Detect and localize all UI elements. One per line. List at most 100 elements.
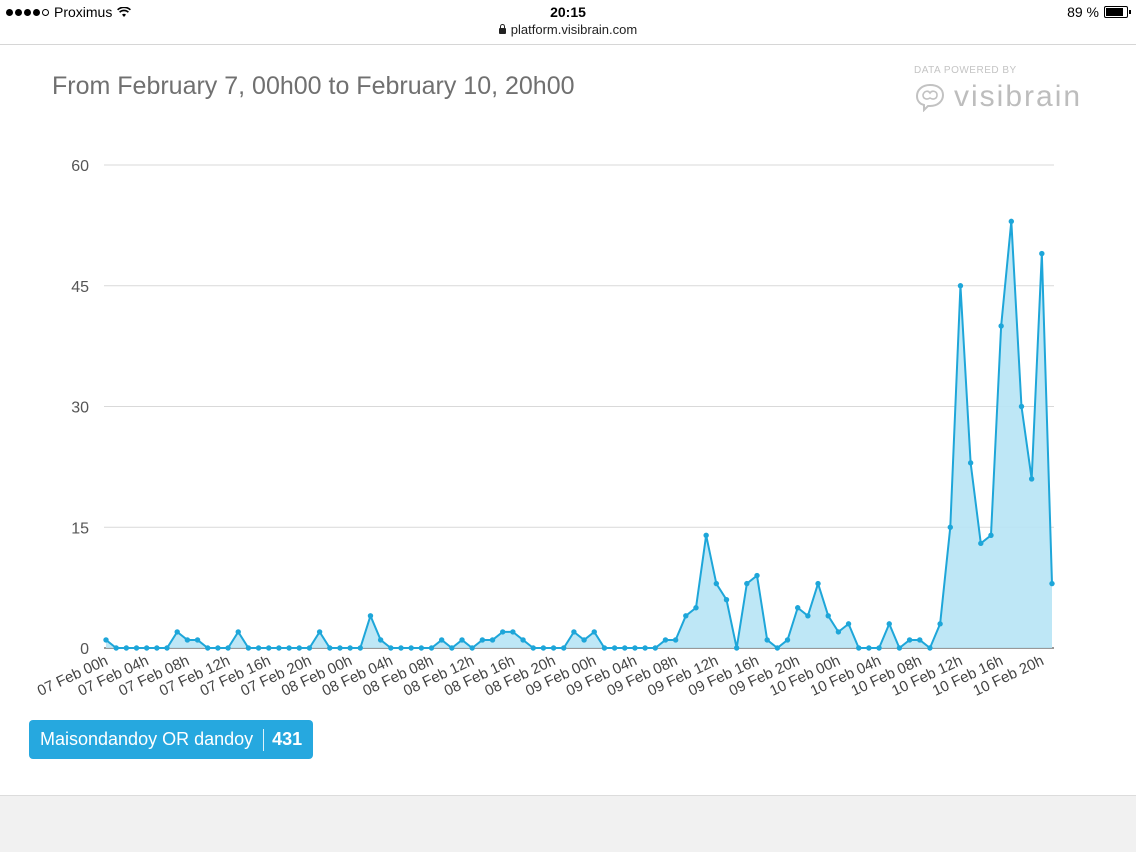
brand-logo: DATA POWERED BY visibrain	[914, 65, 1082, 114]
data-point	[428, 645, 435, 651]
data-point	[530, 645, 536, 651]
carrier-name: Proximus	[54, 4, 113, 20]
data-point	[652, 645, 658, 651]
chart-title: From February 7, 00h00 to February 10, 2…	[52, 72, 575, 100]
series-line	[105, 220, 1053, 649]
data-point	[642, 645, 648, 651]
data-point	[408, 645, 414, 651]
data-point	[927, 645, 933, 651]
data-point	[581, 637, 587, 643]
data-point	[988, 532, 994, 538]
data-point	[662, 637, 669, 643]
data-point	[489, 637, 496, 643]
series-area-fill	[106, 221, 1052, 648]
data-point	[784, 637, 791, 643]
data-point	[876, 645, 882, 651]
series-points	[103, 218, 1055, 651]
data-point	[510, 629, 516, 635]
data-point	[622, 645, 628, 651]
data-point	[255, 645, 262, 651]
data-point	[571, 629, 577, 635]
legend-divider	[263, 728, 265, 751]
data-point	[550, 645, 557, 651]
y-tick-label: 0	[80, 641, 89, 658]
data-point	[998, 323, 1004, 329]
data-point	[703, 532, 709, 538]
data-point	[215, 645, 221, 651]
data-point	[835, 629, 842, 635]
data-point	[398, 645, 404, 651]
y-tick-label: 30	[71, 400, 89, 417]
data-point	[316, 629, 323, 635]
data-point	[103, 637, 109, 643]
data-point	[683, 613, 689, 619]
series-area	[106, 221, 1052, 648]
legend-series-chip[interactable]: Maisondandoy OR dandoy 431	[29, 720, 314, 759]
data-point	[754, 572, 760, 579]
clock: 20:15	[550, 4, 586, 20]
data-point	[245, 645, 252, 651]
data-point	[774, 645, 781, 651]
data-point	[357, 645, 364, 651]
battery-percent: 89 %	[1067, 4, 1099, 20]
data-point	[733, 645, 740, 651]
battery-group: 89 %	[1067, 4, 1131, 20]
status-bar: Proximus 20:15 89 %	[0, 0, 1136, 24]
data-point	[479, 637, 486, 643]
data-point	[205, 645, 211, 651]
data-point	[143, 645, 150, 651]
data-point	[296, 645, 302, 651]
data-point	[1039, 250, 1045, 257]
data-point	[978, 540, 984, 547]
data-point	[184, 637, 191, 643]
data-point	[713, 580, 720, 587]
data-point	[1008, 218, 1015, 225]
chart-panel: From February 7, 00h00 to February 10, 2…	[0, 45, 1136, 796]
data-point	[1028, 476, 1035, 482]
data-point	[957, 283, 964, 289]
series-line-path	[105, 220, 1053, 649]
data-point	[500, 629, 506, 635]
data-point	[632, 645, 638, 651]
grid-lines	[104, 164, 1054, 649]
data-point	[347, 645, 353, 651]
data-point	[266, 645, 272, 651]
data-point	[123, 645, 130, 651]
data-point	[113, 645, 119, 651]
data-point	[591, 629, 597, 635]
data-point	[815, 580, 821, 587]
powered-by-label: DATA POWERED BY	[914, 65, 1017, 76]
y-tick-label: 45	[71, 279, 89, 296]
data-point	[306, 645, 313, 651]
data-point	[225, 645, 231, 651]
data-point	[194, 637, 201, 643]
data-point	[286, 645, 292, 651]
data-point	[327, 645, 333, 651]
lock-icon	[498, 24, 506, 34]
data-point	[133, 645, 140, 651]
data-point	[917, 637, 923, 643]
data-point	[235, 629, 241, 635]
data-point	[967, 460, 974, 466]
data-point	[693, 605, 699, 611]
data-point	[418, 645, 425, 651]
carrier-group: Proximus	[6, 4, 132, 20]
wifi-icon	[117, 6, 132, 17]
data-point	[906, 637, 913, 643]
data-point	[459, 637, 465, 643]
legend-label: Maisondandoy OR dandoy	[40, 729, 254, 749]
data-point	[154, 645, 160, 651]
url-text: platform.visibrain.com	[510, 22, 638, 37]
data-point	[377, 637, 384, 643]
data-point	[1018, 403, 1025, 410]
address-bar[interactable]: platform.visibrain.com	[0, 22, 1136, 45]
signal-strength-icon	[6, 8, 49, 16]
data-point	[174, 629, 180, 635]
y-tick-label: 60	[71, 158, 89, 175]
data-point	[845, 621, 852, 627]
data-point	[896, 645, 903, 651]
data-point	[886, 621, 892, 627]
data-point	[449, 645, 455, 651]
data-point	[388, 645, 394, 651]
